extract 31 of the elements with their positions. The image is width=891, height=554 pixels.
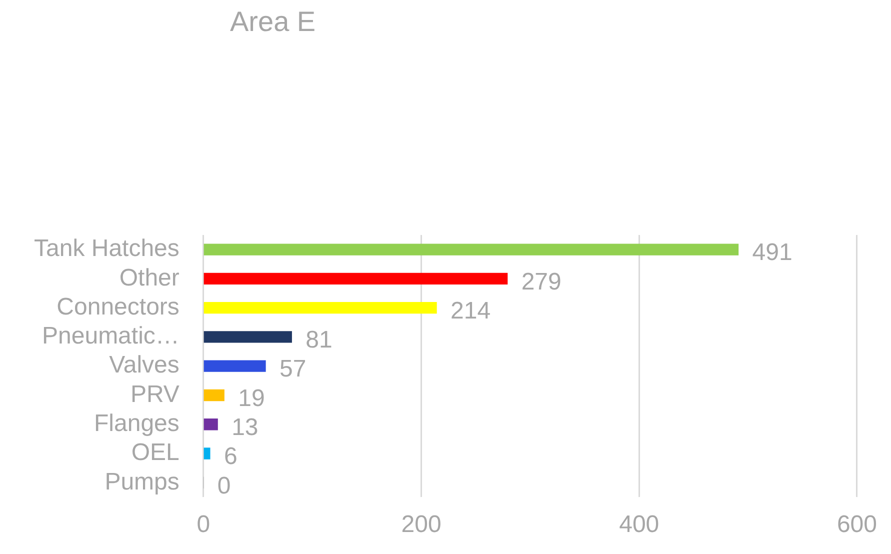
y-tick-label: OEL bbox=[131, 439, 180, 466]
x-tick-label: 0 bbox=[196, 511, 210, 538]
y-tick-label: Other bbox=[119, 264, 180, 292]
y-tick-label: Tank Hatches bbox=[34, 235, 180, 262]
data-label: 19 bbox=[238, 384, 265, 412]
data-label: 6 bbox=[224, 443, 238, 470]
y-tick-label: Connectors bbox=[56, 293, 180, 320]
data-label: 57 bbox=[279, 356, 306, 383]
y-tick-label: Flanges bbox=[94, 410, 180, 437]
bar bbox=[204, 360, 266, 372]
data-label: 491 bbox=[752, 239, 792, 266]
x-tick-label: 200 bbox=[401, 511, 442, 538]
bar bbox=[204, 418, 218, 430]
data-label: 279 bbox=[521, 268, 562, 296]
y-tick-label: Pneumatic… bbox=[42, 322, 180, 350]
chart-title: Area E bbox=[230, 6, 316, 38]
data-label: 13 bbox=[232, 414, 258, 441]
bar bbox=[204, 331, 292, 343]
y-tick-label: Pumps bbox=[104, 468, 180, 496]
bar bbox=[204, 244, 739, 256]
data-label: 214 bbox=[450, 297, 491, 324]
bar bbox=[204, 302, 437, 314]
bar bbox=[204, 389, 224, 402]
bar bbox=[204, 272, 508, 285]
x-tick-label: 600 bbox=[836, 511, 877, 538]
data-label: 81 bbox=[306, 326, 332, 354]
y-tick-label: PRV bbox=[130, 380, 180, 408]
bar bbox=[204, 448, 210, 460]
data-label: 0 bbox=[217, 472, 231, 500]
y-tick-label: Valves bbox=[109, 352, 180, 379]
x-tick-label: 400 bbox=[619, 511, 660, 538]
